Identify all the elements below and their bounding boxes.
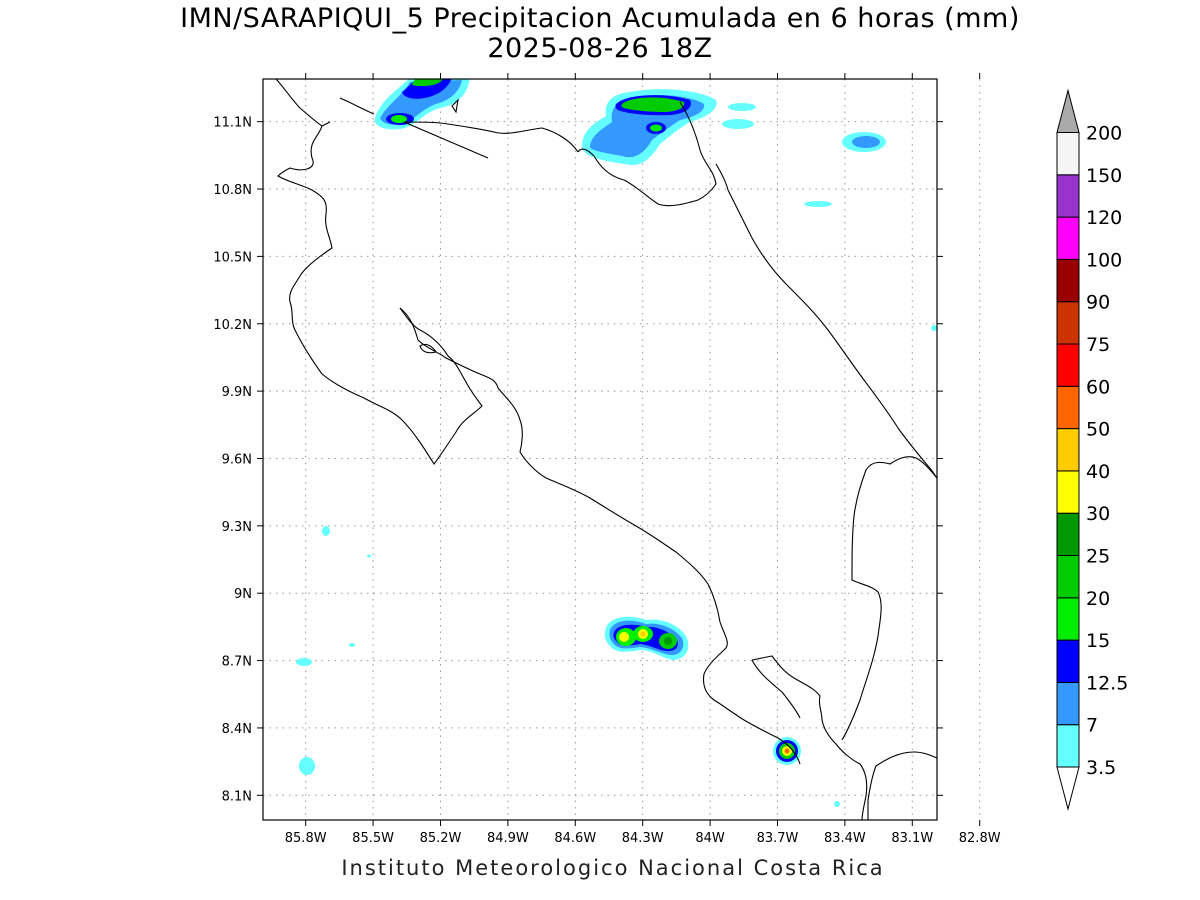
legend-label-14: 150 bbox=[1086, 165, 1122, 187]
lon-tick-label-7: 83.7W bbox=[757, 831, 799, 846]
legend-label-2: 12.5 bbox=[1086, 672, 1128, 694]
chart-title: IMN/SARAPIQUI_5 Precipitacion Acumulada … bbox=[180, 3, 1020, 34]
map-frame bbox=[262, 78, 938, 821]
legend-band-10 bbox=[1056, 301, 1080, 345]
legend-band-12 bbox=[1056, 216, 1080, 260]
precipitation-contours bbox=[275, 79, 937, 820]
legend-label-10: 75 bbox=[1086, 334, 1110, 356]
lon-tick-label-3: 84.9W bbox=[487, 831, 529, 846]
legend-band-13 bbox=[1056, 174, 1080, 218]
lon-tick-label-0: 85.8W bbox=[285, 831, 327, 846]
lat-tick-label-10: 8.1N bbox=[222, 789, 252, 804]
lat-tick-label-2: 10.5N bbox=[213, 250, 252, 265]
lat-tick-label-5: 9.6N bbox=[222, 452, 252, 467]
lat-tick-label-9: 8.4N bbox=[222, 722, 252, 737]
lat-tick-label-4: 9.9N bbox=[222, 385, 252, 400]
rain-cell-southeast bbox=[773, 737, 801, 765]
legend-band-8 bbox=[1056, 385, 1080, 430]
lat-tick-label-1: 10.8N bbox=[213, 183, 252, 198]
legend-label-6: 30 bbox=[1086, 503, 1110, 525]
lon-tick-label-6: 84W bbox=[695, 831, 725, 846]
lat-tick-label-7: 9N bbox=[234, 587, 252, 602]
legend-label-13: 120 bbox=[1086, 207, 1122, 229]
coastlines bbox=[275, 79, 937, 820]
lon-tick-label-1: 85.5W bbox=[352, 831, 394, 846]
lon-tick-label-4: 84.6W bbox=[554, 831, 596, 846]
legend-label-11: 90 bbox=[1086, 292, 1110, 314]
lon-tick-label-9: 83.1W bbox=[891, 831, 933, 846]
legend-label-3: 15 bbox=[1086, 630, 1110, 652]
legend-band-4 bbox=[1056, 555, 1080, 599]
legend-label-5: 25 bbox=[1086, 546, 1110, 568]
rain-cell-central-south bbox=[604, 616, 689, 660]
legend-label-7: 40 bbox=[1086, 461, 1110, 483]
lon-tick-label-8: 83.4W bbox=[824, 831, 866, 846]
rain-cell-west bbox=[296, 526, 840, 807]
legend-label-15: 200 bbox=[1086, 123, 1122, 145]
legend-band-7 bbox=[1056, 428, 1080, 472]
legend-band-3 bbox=[1056, 597, 1080, 641]
legend-label-9: 60 bbox=[1086, 376, 1110, 398]
legend-label-4: 20 bbox=[1086, 588, 1110, 610]
legend-label-8: 50 bbox=[1086, 419, 1110, 441]
lon-tick-label-2: 85.2W bbox=[420, 831, 462, 846]
legend-band-14 bbox=[1056, 132, 1080, 176]
legend-label-0: 3.5 bbox=[1086, 757, 1116, 779]
legend-band-1 bbox=[1056, 681, 1080, 726]
legend-label-1: 7 bbox=[1086, 715, 1098, 737]
footer-institution: Instituto Meteorologico Nacional Costa R… bbox=[341, 856, 885, 880]
legend-band-9 bbox=[1056, 343, 1080, 387]
legend-high-arrow bbox=[1056, 88, 1080, 133]
map-grid bbox=[263, 79, 981, 820]
legend-band-2 bbox=[1056, 639, 1080, 683]
lon-tick-label-5: 84.3W bbox=[622, 831, 664, 846]
legend-band-6 bbox=[1056, 470, 1080, 514]
lon-tick-label-10: 82.8W bbox=[959, 831, 1001, 846]
lat-tick-label-0: 11.1N bbox=[213, 116, 252, 131]
legend-band-11 bbox=[1056, 258, 1080, 303]
rain-cell-north bbox=[582, 89, 937, 331]
legend-low-arrow bbox=[1056, 766, 1080, 811]
chart-subtitle-datetime: 2025-08-26 18Z bbox=[487, 33, 713, 64]
rain-cell-nw bbox=[374, 79, 470, 130]
lat-tick-label-6: 9.3N bbox=[222, 520, 252, 535]
latitude-ticks: 11.1N 10.8N 10.5N 10.2N 9.9N 9.6N 9.3N 9N 8.7N 8.… bbox=[213, 116, 943, 804]
legend-band-0 bbox=[1056, 724, 1080, 768]
lat-tick-label-3: 10.2N bbox=[213, 318, 252, 333]
legend-band-5 bbox=[1056, 512, 1080, 557]
longitude-ticks: 85.8W 85.5W 85.2W 84.9W 84.6W 84.3W 84W 83.7W 83… bbox=[285, 73, 1001, 846]
color-legend: 3.5 7 12.5 15 20 25 30 40 50 60 75 90 100 120 150 200 bbox=[1056, 88, 1128, 811]
lat-tick-label-8: 8.7N bbox=[222, 655, 252, 670]
legend-label-12: 100 bbox=[1086, 249, 1122, 271]
